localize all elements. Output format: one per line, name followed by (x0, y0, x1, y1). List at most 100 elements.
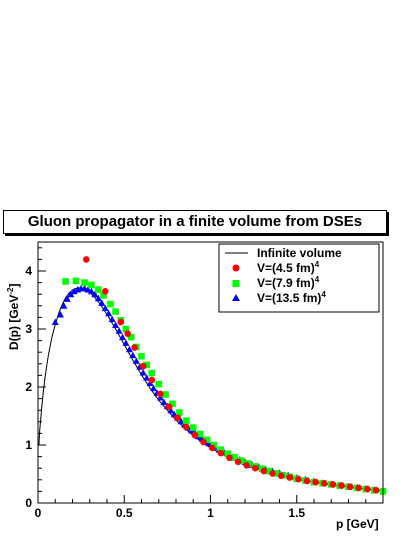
data-point-circle (234, 458, 242, 466)
chart-axes: 0 0.5 1 1.5 0 1 2 3 4 (25, 241, 384, 520)
data-point-square (183, 417, 190, 424)
x-tick-label: 1.5 (288, 506, 305, 520)
data-point-triangle (115, 327, 123, 334)
legend-label-infinite: Infinite volume (257, 246, 342, 260)
chart-legend: Infinite volume V=(4.5 fm)4 V=(7.9 fm)4 … (218, 243, 380, 313)
data-point-circle (338, 482, 345, 489)
legend-swatch-v7-9 (232, 280, 240, 287)
data-point-circle (295, 475, 302, 483)
data-point-circle (83, 256, 90, 263)
data-point-square (62, 278, 69, 285)
data-point-square (189, 424, 197, 431)
data-point-triangle (132, 357, 140, 364)
data-point-triangle (51, 318, 59, 326)
data-point-circle (131, 344, 138, 351)
data-point-square (238, 457, 245, 464)
y-axis-label: D(p) [GeV-2] (6, 284, 21, 350)
data-point-circle (217, 449, 225, 457)
data-point-circle (139, 362, 147, 370)
data-point-square (265, 467, 273, 475)
data-point-triangle (60, 302, 68, 309)
legend-label-v7-9: V=(7.9 fm)4 (257, 275, 320, 290)
data-point-circle (260, 467, 268, 475)
data-point-triangle (167, 406, 175, 414)
x-tick-label: 1 (207, 506, 214, 520)
data-point-circle (101, 288, 109, 295)
chart-title-box: Gluon propagator in a finite volume from… (3, 210, 387, 234)
data-point-triangle (91, 290, 99, 298)
data-point-circle (208, 444, 216, 452)
data-point-square (122, 325, 130, 333)
data-point-triangle (70, 287, 78, 295)
y-axis-label-main: D(p) [GeV (7, 295, 21, 350)
data-point-triangle (84, 286, 92, 293)
data-point-square (88, 281, 95, 289)
legend-swatch-v4-5 (232, 264, 240, 272)
data-point-circle (372, 486, 380, 494)
y-axis-label-sup: -2 (6, 287, 15, 295)
data-point-circle (124, 330, 131, 337)
data-point-square (224, 450, 232, 457)
legend-label-v13-5-sup: 4 (321, 290, 326, 299)
data-point-triangle (150, 384, 158, 392)
y-tick-label: 4 (25, 264, 32, 278)
data-point-triangle (112, 321, 120, 328)
data-point-circle (183, 423, 190, 431)
data-point-square (272, 470, 280, 477)
data-point-circle (321, 479, 328, 487)
chart-marks (38, 256, 387, 495)
data-point-triangle (119, 333, 127, 341)
legend-label-v4-5-sup: 4 (315, 260, 320, 269)
legend-label-v4-5-main: V=(4.5 fm) (257, 261, 315, 275)
data-point-square (217, 446, 225, 453)
y-tick-label: 3 (25, 322, 32, 336)
data-point-circle (191, 431, 199, 439)
data-point-triangle (101, 304, 109, 312)
data-point-square (203, 436, 211, 444)
legend-label-v4-5: V=(4.5 fm)4 (257, 260, 320, 275)
data-point-circle (117, 318, 125, 326)
data-point-square (100, 292, 107, 299)
data-point-square (155, 380, 163, 388)
data-point-circle (243, 462, 251, 469)
data-point-circle (269, 470, 276, 477)
data-point-circle (157, 390, 164, 398)
data-point-square (107, 300, 114, 308)
data-point-triangle (98, 299, 106, 306)
data-point-square (95, 286, 102, 293)
data-point-square (81, 279, 88, 286)
data-point-triangle (87, 287, 95, 295)
data-point-square (196, 430, 204, 438)
data-point-triangle (108, 315, 116, 323)
data-point-circle (346, 483, 354, 491)
data-point-triangle (139, 369, 147, 376)
data-point-triangle (94, 294, 102, 302)
data-point-square (169, 400, 176, 408)
chart-title: Gluon propagator in a finite volume from… (27, 213, 363, 230)
data-point-triangle (122, 339, 130, 346)
data-point-triangle (67, 290, 75, 298)
data-point-triangle (177, 417, 185, 425)
data-point-circle (312, 478, 320, 486)
data-point-square (112, 308, 119, 315)
data-point-triangle (105, 309, 113, 317)
legend-box (218, 243, 380, 313)
data-point-triangle (160, 398, 168, 406)
data-point-circle (364, 485, 371, 493)
data-point-square (231, 453, 238, 461)
data-point-circle (148, 376, 156, 384)
data-point-circle (174, 414, 182, 422)
data-point-square (143, 361, 150, 369)
data-point-square (148, 369, 156, 377)
data-point-triangle (125, 345, 133, 353)
legend-label-v13-5: V=(13.5 fm)4 (257, 290, 326, 305)
data-point-triangle (143, 374, 151, 381)
y-tick-label: 0 (25, 496, 32, 510)
legend-label-v13-5-main: V=(13.5 fm) (257, 291, 321, 305)
y-tick-label: 2 (25, 380, 32, 394)
data-point-square (138, 352, 145, 360)
data-point-triangle (63, 295, 71, 302)
data-point-circle (226, 454, 233, 462)
